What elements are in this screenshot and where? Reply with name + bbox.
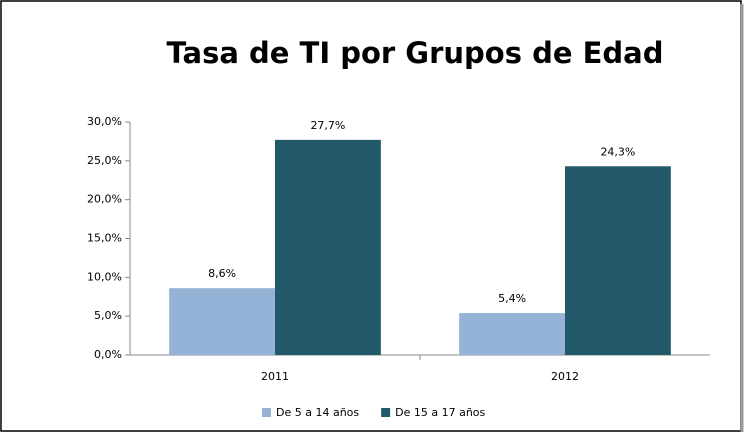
y-tick-label: 15,0% [87, 232, 122, 245]
chart-title: Tasa de TI por Grupos de Edad [166, 36, 663, 70]
x-tick-label: 2012 [551, 370, 579, 383]
y-tick-label: 30,0% [87, 115, 122, 128]
y-tick-label: 0,0% [94, 348, 122, 361]
bar [275, 139, 381, 355]
legend-swatch [262, 408, 271, 417]
y-tick-label: 25,0% [87, 154, 122, 167]
data-label: 5,4% [498, 292, 526, 305]
legend-label: De 15 a 17 años [395, 406, 485, 419]
legend-label: De 5 a 14 años [276, 406, 359, 419]
data-label: 27,7% [310, 119, 345, 132]
data-label: 8,6% [208, 267, 236, 280]
bar [169, 288, 275, 355]
bar [459, 313, 565, 355]
y-tick-label: 20,0% [87, 193, 122, 206]
bar [565, 166, 671, 355]
x-tick-label: 2011 [261, 370, 289, 383]
data-label: 24,3% [600, 145, 635, 158]
y-tick-label: 5,0% [94, 309, 122, 322]
legend-swatch [381, 408, 391, 417]
y-tick-label: 10,0% [87, 270, 122, 283]
